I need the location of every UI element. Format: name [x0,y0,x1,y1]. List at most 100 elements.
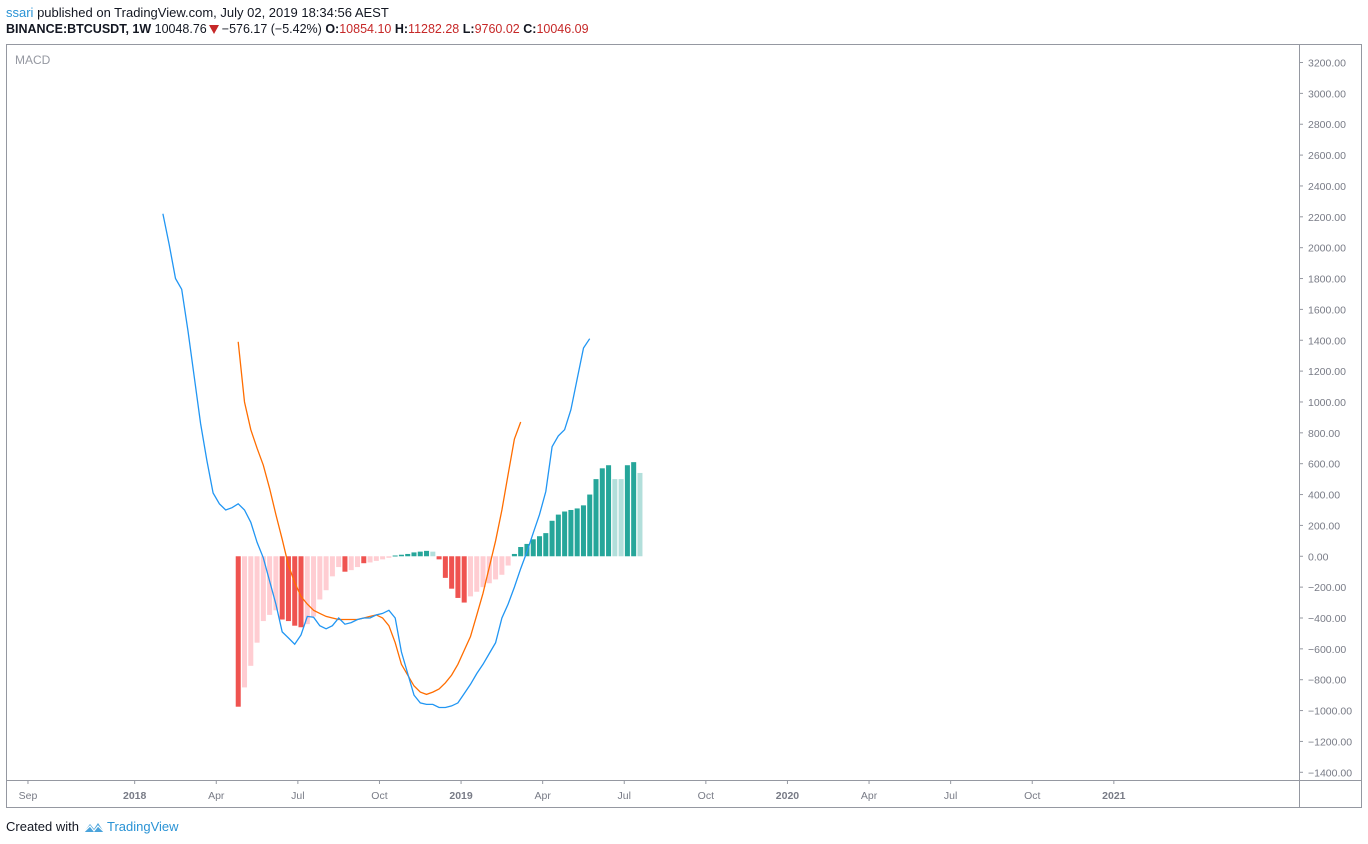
histogram-bar [474,556,480,592]
price-axis[interactable]: 3200.00 3000.00 2800.00 2600.00 2400.00 2200.… [1299,58,1352,780]
histogram-bar [248,556,254,666]
time-axis[interactable]: Sep 2018 Apr Jul Oct 2019 Apr Jul Oct 2020 Apr Jul O… [19,780,1126,802]
macd-line [162,213,591,709]
histogram-bar [537,536,543,557]
histogram-bar [511,553,517,557]
histogram-bar [549,520,555,557]
open-value: 10854.10 [339,22,392,36]
y-tick-label: 0.00 [1308,551,1329,563]
histogram-bar [298,556,304,628]
y-tick-label: 1000.00 [1308,397,1346,409]
histogram-bar [493,556,499,580]
histogram-bar [267,556,273,615]
histogram-bar [235,556,241,707]
histogram-bar [606,465,612,557]
indicator-lines [162,213,591,709]
y-tick-label: 200.00 [1308,520,1340,532]
low-value: 9760.02 [474,22,520,36]
y-tick-label: −800.00 [1308,675,1346,687]
y-tick-label: −600.00 [1308,644,1346,656]
histogram-bar [398,554,404,557]
y-tick-label: −400.00 [1308,613,1346,625]
y-tick-label: 2000.00 [1308,243,1346,255]
low-label: L: [462,22,475,36]
indicator-title[interactable]: MACD [15,53,51,67]
x-tick-label: Jul [618,790,631,802]
histogram-bar [555,514,561,557]
histogram-bar [242,556,248,688]
histogram-bar [304,556,310,625]
histogram-bar [392,555,398,557]
histogram-bar [342,556,348,572]
x-tick-label: Jul [291,790,304,802]
histogram-bar [631,462,637,557]
down-arrow-icon [208,25,219,34]
histogram-bar [260,556,266,622]
open-label: O: [325,22,340,36]
histogram-bar [424,550,430,557]
histogram-bar [505,556,511,566]
histogram-bar [574,508,580,557]
signal-line [237,341,522,696]
y-tick-label: 1200.00 [1308,366,1346,378]
histogram-bar [455,556,461,598]
symbol-label[interactable]: BINANCE:BTCUSDT, 1W [6,22,152,36]
x-tick-label: 2019 [449,790,473,802]
author-link[interactable]: ssari [6,5,34,20]
histogram-bar [285,556,291,622]
histogram-bar [317,556,323,600]
y-tick-label: −1200.00 [1308,736,1352,748]
tradingview-logo-icon [83,822,105,832]
y-tick-label: 1800.00 [1308,274,1346,286]
histogram-bar [599,468,605,557]
histogram-bar [348,556,354,571]
histogram-bar [562,511,568,557]
histogram-bar [436,556,442,560]
published-text: published on TradingView.com, July 02, 2… [37,5,389,20]
created-with-text: Created with [6,819,79,834]
histogram-bar [499,556,505,575]
y-tick-label: −1400.00 [1308,767,1352,779]
histogram-bars [235,462,643,707]
symbol-info: BINANCE:BTCUSDT, 1W 10048.76 −576.17 (−5.… [6,22,589,36]
close-label: C: [523,22,537,36]
histogram-bar [461,556,467,603]
histogram-bar [467,556,473,597]
tradingview-link[interactable]: TradingView [106,819,179,834]
price-change: −576.17 (−5.42%) [221,22,322,36]
histogram-bar [279,556,285,620]
y-tick-label: 1600.00 [1308,304,1346,316]
y-tick-label: 600.00 [1308,459,1340,471]
y-tick-label: 2400.00 [1308,181,1346,193]
histogram-bar [311,556,317,617]
histogram-bar [618,479,624,557]
x-tick-label: 2021 [1102,790,1126,802]
histogram-bar [354,556,361,568]
histogram-bar [273,556,279,611]
x-tick-label: Oct [698,790,714,802]
y-tick-label: 2200.00 [1308,212,1346,224]
close-value: 10046.09 [536,22,589,36]
histogram-bar [568,509,574,557]
histogram-bar [543,533,549,557]
high-label: H: [394,22,409,36]
y-tick-label: 2600.00 [1308,150,1346,162]
histogram-bar [593,479,599,557]
x-tick-label: Apr [534,790,551,802]
footer: Created with TradingView [6,819,179,834]
chart-frame [6,44,1362,808]
histogram-bar [367,556,373,563]
x-tick-label: Apr [208,790,225,802]
y-tick-label: −1000.00 [1308,706,1352,718]
histogram-bar [530,539,536,557]
histogram-bar [449,556,455,589]
publish-info: ssari published on TradingView.com, July… [6,5,389,20]
histogram-bar [480,556,486,588]
histogram-bar [430,551,436,557]
histogram-bar [587,494,593,557]
histogram-bar [373,556,379,561]
histogram-bar [624,465,630,557]
y-tick-label: −200.00 [1308,582,1346,594]
histogram-bar [518,547,524,557]
